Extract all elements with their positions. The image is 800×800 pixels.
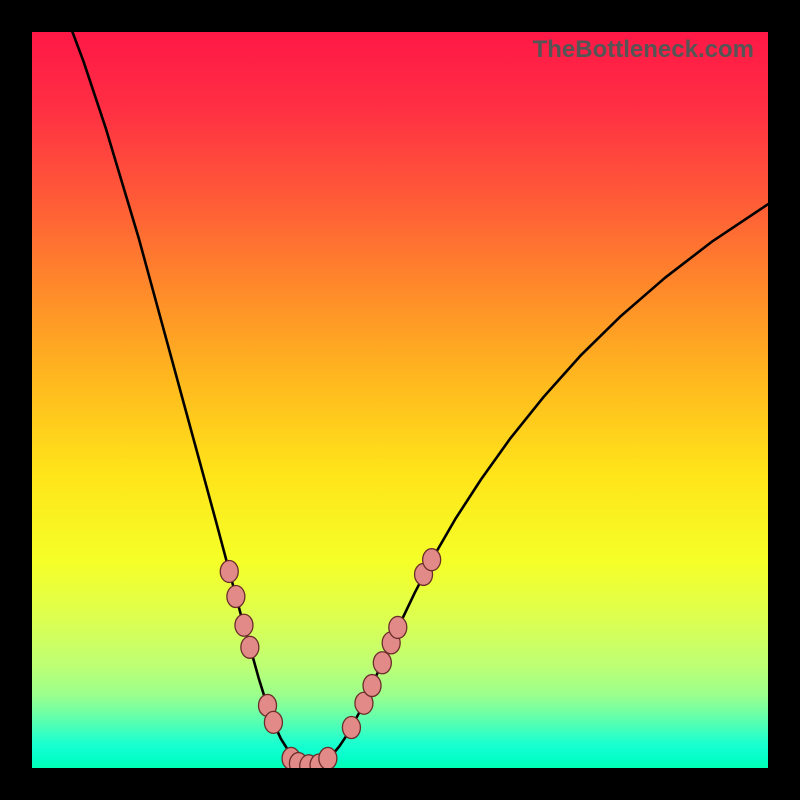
curve-marker xyxy=(235,614,253,636)
curve-marker xyxy=(342,717,360,739)
curve-marker xyxy=(319,747,337,768)
watermark-text: TheBottleneck.com xyxy=(533,36,754,64)
curve-marker xyxy=(423,549,441,571)
curve-marker xyxy=(241,636,259,658)
curve-marker xyxy=(363,675,381,697)
curve-marker xyxy=(373,652,391,674)
chart-overlay xyxy=(32,32,768,768)
curve-marker xyxy=(227,586,245,608)
plot-area: TheBottleneck.com xyxy=(32,32,768,768)
chart-frame: TheBottleneck.com xyxy=(0,0,800,800)
curve-marker xyxy=(264,711,282,733)
bottleneck-curve xyxy=(72,32,768,766)
curve-marker xyxy=(220,560,238,582)
curve-marker xyxy=(389,616,407,638)
